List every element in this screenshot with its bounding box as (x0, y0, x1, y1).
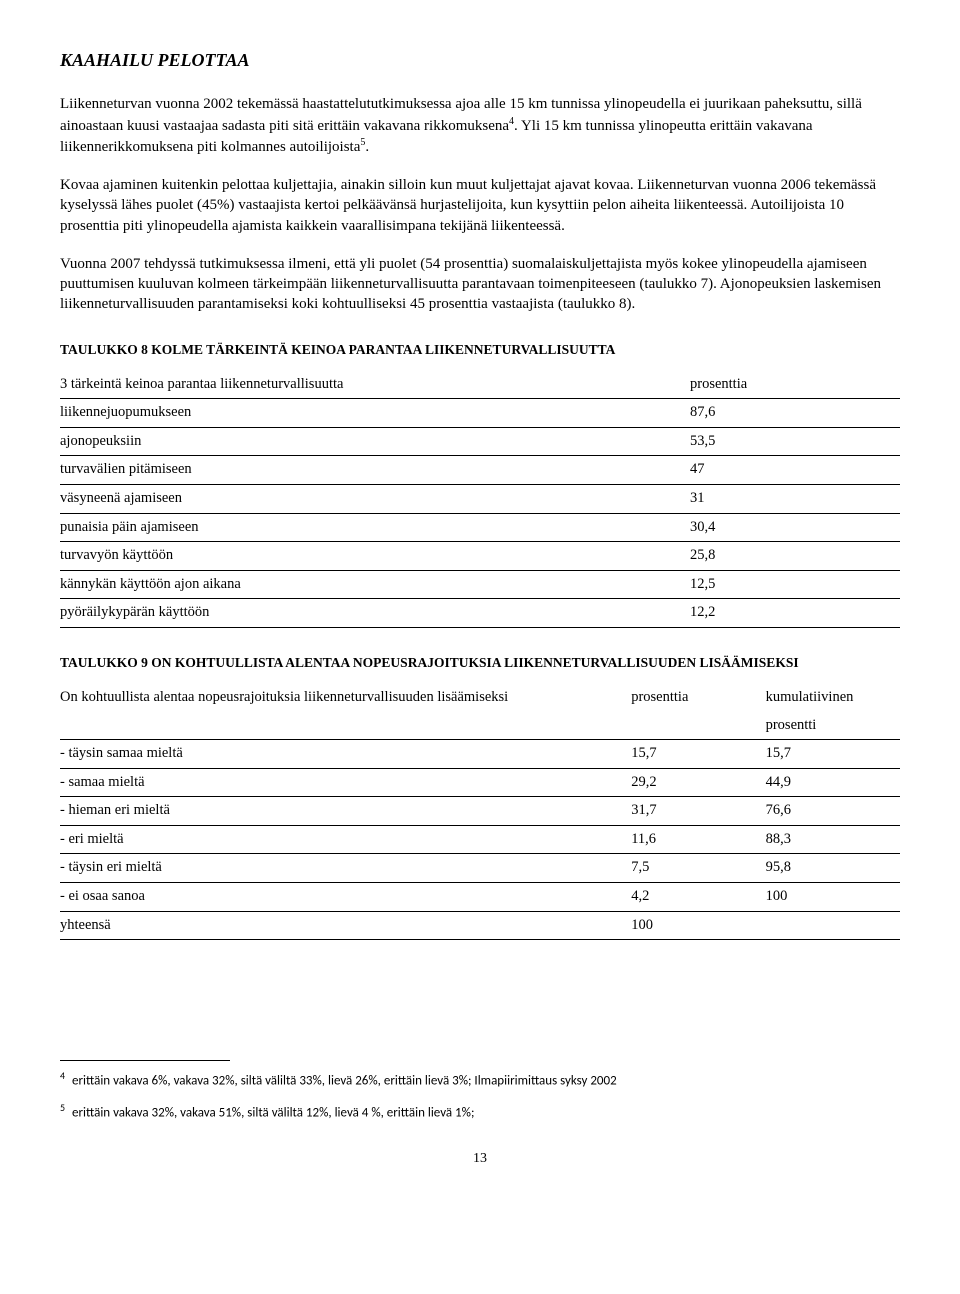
table9-cell-v1: 100 (631, 911, 765, 940)
table9-cell-label: - eri mieltä (60, 825, 631, 854)
table-row: - eri mieltä11,688,3 (60, 825, 900, 854)
table8-cell-label: pyöräilykypärän käyttöön (60, 599, 690, 628)
table-row: pyöräilykypärän käyttöön12,2 (60, 599, 900, 628)
footnote-num-4: 4 (60, 1069, 65, 1082)
footnote-4: 4 erittäin vakava 6%, vakava 32%, siltä … (60, 1069, 900, 1091)
table8-header-row: 3 tärkeintä keinoa parantaa liikenneturv… (60, 371, 900, 399)
table9-header-value2b: prosentti (766, 712, 900, 740)
table8-cell-label: kännykän käyttöön ajon aikana (60, 570, 690, 599)
footnote-5-text: erittäin vakava 32%, vakava 51%, siltä v… (69, 1105, 474, 1120)
table8-cell-label: turvavyön käyttöön (60, 542, 690, 571)
table9: On kohtuullista alentaa nopeusrajoituksi… (60, 684, 900, 940)
table8-cell-label: liikennejuopumukseen (60, 399, 690, 428)
table8-header-value: prosenttia (690, 371, 900, 399)
table8-cell-value: 12,5 (690, 570, 900, 599)
table9-header-row2: prosentti (60, 712, 900, 740)
table9-cell-v1: 31,7 (631, 797, 765, 826)
table9-header-row: On kohtuullista alentaa nopeusrajoituksi… (60, 684, 900, 712)
table-row: - samaa mieltä29,244,9 (60, 768, 900, 797)
table9-header-value2a: kumulatiivinen (766, 684, 900, 712)
footnote-separator (60, 1060, 230, 1061)
table9-header-value: prosenttia (631, 684, 765, 712)
table9-cell-label: - täysin eri mieltä (60, 854, 631, 883)
table8-header-label: 3 tärkeintä keinoa parantaa liikenneturv… (60, 371, 690, 399)
table-row: punaisia päin ajamiseen30,4 (60, 513, 900, 542)
table9-cell-label: - ei osaa sanoa (60, 882, 631, 911)
footnote-5: 5 erittäin vakava 32%, vakava 51%, siltä… (60, 1101, 900, 1123)
table-row: liikennejuopumukseen87,6 (60, 399, 900, 428)
table9-cell-v2: 76,6 (766, 797, 900, 826)
table9-cell-v1: 11,6 (631, 825, 765, 854)
table-row: - täysin eri mieltä7,595,8 (60, 854, 900, 883)
table-row: - ei osaa sanoa4,2100 (60, 882, 900, 911)
table8-cell-value: 25,8 (690, 542, 900, 571)
page-number: 13 (60, 1150, 900, 1169)
table8-cell-value: 87,6 (690, 399, 900, 428)
paragraph-3: Vuonna 2007 tehdyssä tutkimuksessa ilmen… (60, 254, 900, 315)
table9-cell-v2: 100 (766, 882, 900, 911)
table8: 3 tärkeintä keinoa parantaa liikenneturv… (60, 371, 900, 628)
table-row: yhteensä100 (60, 911, 900, 940)
footnote-num-5: 5 (60, 1101, 65, 1114)
table-row: väsyneenä ajamiseen31 (60, 485, 900, 514)
table9-cell-v1: 4,2 (631, 882, 765, 911)
table9-cell-label: - samaa mieltä (60, 768, 631, 797)
paragraph-1: Liikenneturvan vuonna 2002 tekemässä haa… (60, 94, 900, 157)
table-row: ajonopeuksiin53,5 (60, 427, 900, 456)
table9-cell-v2: 88,3 (766, 825, 900, 854)
table-row: - hieman eri mieltä31,776,6 (60, 797, 900, 826)
table9-cell-label: yhteensä (60, 911, 631, 940)
table9-empty (60, 712, 631, 740)
table-row: turvavyön käyttöön25,8 (60, 542, 900, 571)
table8-cell-value: 31 (690, 485, 900, 514)
table8-cell-value: 12,2 (690, 599, 900, 628)
table-row: - täysin samaa mieltä15,715,7 (60, 740, 900, 769)
table9-header-label: On kohtuullista alentaa nopeusrajoituksi… (60, 684, 631, 712)
table8-cell-label: punaisia päin ajamiseen (60, 513, 690, 542)
table8-cell-value: 30,4 (690, 513, 900, 542)
table9-cell-v2: 95,8 (766, 854, 900, 883)
table9-cell-v1: 7,5 (631, 854, 765, 883)
paragraph-1c: . (365, 139, 369, 155)
table9-cell-v2: 15,7 (766, 740, 900, 769)
table-row: kännykän käyttöön ajon aikana12,5 (60, 570, 900, 599)
table8-cell-value: 53,5 (690, 427, 900, 456)
table9-cell-v1: 29,2 (631, 768, 765, 797)
table8-cell-value: 47 (690, 456, 900, 485)
paragraph-2: Kovaa ajaminen kuitenkin pelottaa kuljet… (60, 175, 900, 236)
table9-cell-v2: 44,9 (766, 768, 900, 797)
table8-cell-label: väsyneenä ajamiseen (60, 485, 690, 514)
table8-cell-label: turvavälien pitämiseen (60, 456, 690, 485)
table9-cell-v1: 15,7 (631, 740, 765, 769)
table9-cell-label: - hieman eri mieltä (60, 797, 631, 826)
table9-heading: TAULUKKO 9 ON KOHTUULLISTA ALENTAA NOPEU… (60, 654, 900, 672)
table9-empty (631, 712, 765, 740)
table9-cell-label: - täysin samaa mieltä (60, 740, 631, 769)
table-row: turvavälien pitämiseen47 (60, 456, 900, 485)
table9-cell-v2 (766, 911, 900, 940)
table8-heading: TAULUKKO 8 KOLME TÄRKEINTÄ KEINOA PARANT… (60, 341, 900, 359)
footnote-4-text: erittäin vakava 6%, vakava 32%, siltä vä… (69, 1073, 617, 1088)
page-title: KAAHAILU PELOTTAA (60, 48, 900, 72)
table8-cell-label: ajonopeuksiin (60, 427, 690, 456)
